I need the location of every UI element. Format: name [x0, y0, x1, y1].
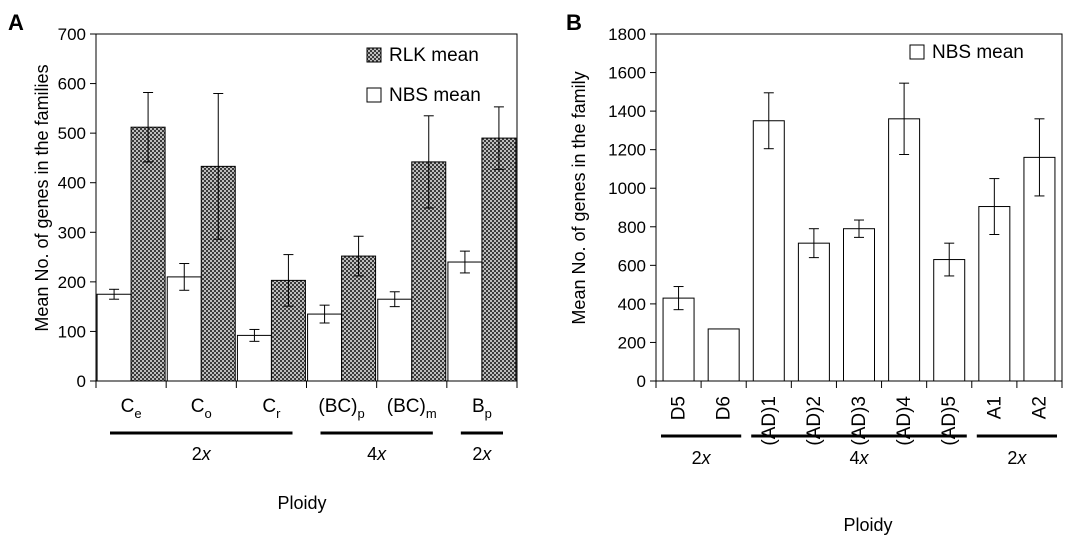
- group-label: 2x: [1007, 448, 1027, 468]
- y-tick-label: 0: [77, 372, 86, 391]
- bar-rlk: [341, 255, 377, 382]
- bar-nbs: [978, 206, 1011, 382]
- bar-nbs: [447, 261, 483, 382]
- y-tick-label: 400: [618, 295, 646, 314]
- x-category-label: (AD)1: [759, 396, 780, 446]
- bar-nbs: [96, 293, 132, 382]
- panel-a-legend: RLK mean NBS mean: [366, 45, 481, 106]
- legend-label-nbs: NBS mean: [389, 85, 481, 106]
- legend-swatch-rlk: [366, 47, 382, 63]
- group-label: 2x: [692, 448, 712, 468]
- bar-rlk: [130, 126, 166, 382]
- bar-nbs: [377, 298, 413, 382]
- panel-a-y-axis-title: Mean No. of genes in the families: [32, 64, 52, 331]
- x-category-label: Co: [191, 396, 212, 421]
- panel-a-x-axis-title: Ploidy: [277, 493, 326, 513]
- legend-label-nbs: NBS mean: [932, 42, 1024, 63]
- bar-nbs: [933, 259, 966, 382]
- bar-nbs: [662, 297, 695, 382]
- y-tick-label: 1600: [608, 64, 646, 83]
- legend-label-rlk: RLK mean: [389, 45, 479, 66]
- group-label: 4x: [849, 448, 869, 468]
- x-category-label: (AD)4: [894, 396, 915, 446]
- legend-swatch-nbs: [909, 44, 925, 60]
- x-category-label: (BC)p: [318, 396, 364, 421]
- y-tick-label: 600: [618, 256, 646, 275]
- x-category-label: Bp: [472, 396, 492, 421]
- x-category-label: Ce: [121, 396, 142, 421]
- y-tick-label: 1400: [608, 102, 646, 121]
- bar-nbs: [752, 120, 785, 382]
- bar-rlk: [481, 137, 517, 382]
- bar-nbs: [236, 334, 272, 382]
- panel-b-x-axis-title: Ploidy: [843, 515, 892, 535]
- y-tick-label: 800: [618, 218, 646, 237]
- x-category-label: D5: [669, 396, 690, 420]
- panel-b-chart: B Mean No. of genes in the family Ploidy…: [566, 10, 1063, 535]
- y-tick-label: 0: [637, 372, 646, 391]
- y-tick-label: 1200: [608, 141, 646, 160]
- y-tick-label: 200: [618, 333, 646, 352]
- x-category-label: D6: [714, 396, 735, 420]
- group-label: 2x: [192, 444, 212, 464]
- group-label: 4x: [367, 444, 387, 464]
- panel-a-chart: A Mean No. of genes in the families Ploi…: [8, 10, 518, 513]
- x-category-label: (AD)3: [849, 396, 870, 446]
- group-label: 2x: [472, 444, 492, 464]
- x-category-label: Cr: [262, 396, 281, 421]
- y-tick-label: 100: [58, 322, 86, 341]
- x-category-label: A1: [984, 396, 1005, 419]
- bar-nbs: [843, 228, 875, 382]
- panel-b-label: B: [566, 10, 582, 35]
- y-tick-label: 1800: [608, 25, 646, 44]
- y-tick-label: 400: [58, 174, 86, 193]
- bar-rlk: [200, 165, 236, 382]
- y-tick-label: 500: [58, 124, 86, 143]
- bar-nbs: [888, 118, 921, 382]
- y-tick-label: 200: [58, 273, 86, 292]
- y-tick-label: 1000: [608, 179, 646, 198]
- y-tick-label: 700: [58, 25, 86, 44]
- panel-b-y-axis-title: Mean No. of genes in the family: [569, 71, 589, 324]
- panel-b-legend: NBS mean: [909, 42, 1024, 63]
- legend-swatch-nbs: [366, 87, 382, 103]
- panel-a-label: A: [8, 10, 24, 35]
- x-category-label: (AD)2: [804, 396, 825, 446]
- y-tick-label: 600: [58, 75, 86, 94]
- bar-nbs: [307, 313, 343, 382]
- x-category-label: (BC)m: [387, 396, 437, 421]
- x-category-label: A2: [1029, 396, 1050, 419]
- bar-nbs: [707, 328, 740, 382]
- bar-nbs: [797, 242, 830, 382]
- y-tick-label: 300: [58, 223, 86, 242]
- bar-nbs: [166, 276, 202, 382]
- x-category-label: (AD)5: [939, 396, 960, 446]
